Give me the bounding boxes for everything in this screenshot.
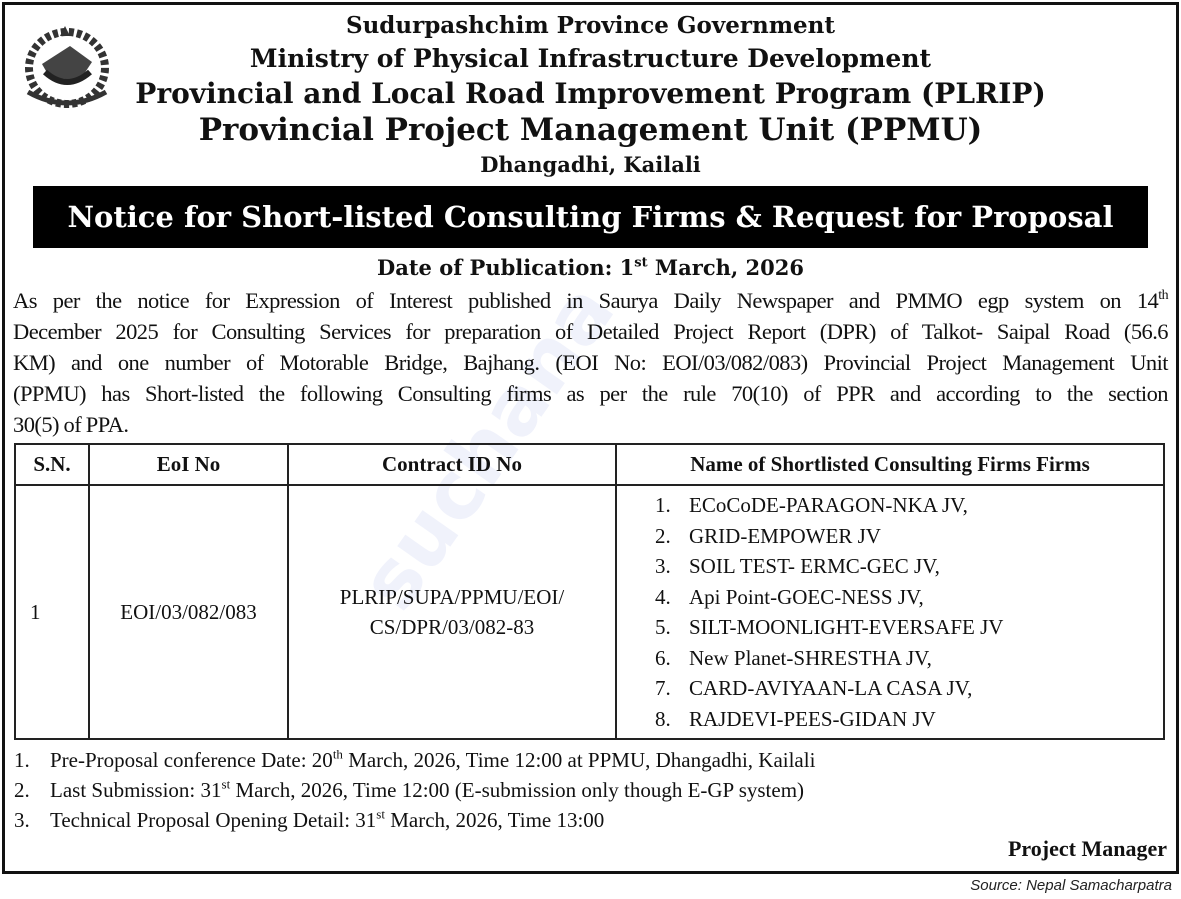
note-number: 1.: [14, 748, 30, 772]
note-text: March, 2026, Time 12:00 (E-submission on…: [230, 778, 805, 802]
firm-number: 8.: [655, 706, 671, 731]
note-number: 2.: [14, 778, 30, 802]
signature-title: Project Manager: [1007, 836, 1167, 861]
paragraph-line: (PPMU) has Short-listed the following Co…: [13, 381, 1169, 406]
notice-paragraph: As per the notice for Expression of Inte…: [13, 285, 1169, 440]
note-sup: th: [332, 746, 343, 762]
notes-list: 1. Pre-Proposal conference Date: 20th Mar…: [14, 745, 815, 835]
header-line-program: Provincial and Local Road Improvement Pr…: [135, 77, 1046, 110]
firm-name: SILT-MOONLIGHT-EVERSAFE JV: [689, 615, 1004, 639]
header-line-unit: Provincial Project Management Unit (PPMU…: [198, 112, 983, 148]
firm-list-item: 8. RAJDEVI-PEES-GIDAN JV: [655, 704, 1163, 735]
shortlist-table: S.N. EoI No Contract ID No Name of Short…: [14, 443, 1165, 740]
cell-firms: 1. ECoCoDE-PARAGON-NKA JV, 2. GRID-EMPOWER …: [615, 484, 1165, 740]
cell-eoi: EOI/03/082/083: [88, 484, 289, 740]
firm-name: ECoCoDE-PARAGON-NKA JV,: [689, 493, 968, 517]
header-line-location: Dhangadhi, Kailali: [480, 152, 701, 177]
firm-number: 3.: [655, 554, 671, 578]
firm-number: 4.: [655, 584, 671, 609]
column-header-firms: Name of Shortlisted Consulting Firms Fir…: [615, 443, 1165, 486]
notice-title: Notice for Short-listed Consulting Firms…: [33, 186, 1148, 248]
paragraph-line: December 2025 for Consulting Services fo…: [13, 319, 1169, 344]
firm-number: 7.: [655, 676, 671, 700]
note-text: March, 2026, Time 13:00: [384, 808, 605, 832]
firm-list-item: 6. New Planet-SHRESTHA JV,: [655, 643, 1163, 674]
note-item: 3. Technical Proposal Opening Detail: 31s…: [14, 805, 815, 835]
publication-date: Date of Publication: 1st March, 2026: [377, 255, 804, 280]
column-header-contract: Contract ID No: [287, 443, 617, 486]
firm-number: 6.: [655, 645, 671, 670]
note-item: 1. Pre-Proposal conference Date: 20th Mar…: [14, 745, 815, 775]
cell-sn: 1: [14, 484, 90, 740]
firm-name: SOIL TEST- ERMC-GEC JV,: [689, 554, 940, 578]
firm-list-item: 5. SILT-MOONLIGHT-EVERSAFE JV: [655, 612, 1163, 643]
header-line-province: Sudurpashchim Province Government: [345, 12, 836, 39]
firm-list-item: 2. GRID-EMPOWER JV: [655, 521, 1163, 552]
header-line-ministry: Ministry of Physical Infrastructure Deve…: [249, 44, 932, 73]
firm-name: New Planet-SHRESTHA JV,: [689, 645, 932, 670]
firm-number: 5.: [655, 615, 671, 639]
government-emblem-icon: [25, 26, 109, 108]
firm-name: GRID-EMPOWER JV: [689, 523, 881, 548]
firm-name: Api Point-GOEC-NESS JV,: [689, 584, 924, 609]
note-text: March, 2026, Time 12:00 at PPMU, Dhangad…: [342, 748, 816, 772]
paragraph-line: As per the notice for Expression of Inte…: [13, 287, 1169, 313]
firm-list-item: 7. CARD-AVIYAAN-LA CASA JV,: [655, 673, 1163, 704]
note-number: 3.: [14, 808, 30, 832]
firm-list-item: 3. SOIL TEST- ERMC-GEC JV,: [655, 551, 1163, 582]
notice-frame: [2, 2, 1179, 874]
table-header-row: S.N. EoI No Contract ID No Name of Short…: [14, 443, 1165, 486]
column-header-sn: S.N.: [14, 443, 90, 486]
firm-list-item: 4. Api Point-GOEC-NESS JV,: [655, 582, 1163, 613]
note-sup: st: [221, 776, 231, 792]
cell-contract: PLRIP/SUPA/PPMU/EOI/ CS/DPR/03/082-83: [287, 484, 617, 740]
firm-number: 2.: [655, 523, 671, 548]
note-text: Technical Proposal Opening Detail: 31: [50, 808, 377, 832]
firm-list-item: 1. ECoCoDE-PARAGON-NKA JV,: [655, 490, 1163, 521]
source-credit: Source: Nepal Samacharpatra: [970, 877, 1172, 894]
paragraph-line: KM) and one number of Motorable Bridge, …: [13, 350, 1169, 375]
firm-name: RAJDEVI-PEES-GIDAN JV: [689, 706, 936, 731]
note-item: 2. Last Submission: 31st March, 2026, Tim…: [14, 775, 815, 805]
contract-line: CS/DPR/03/082-83: [369, 615, 535, 639]
table-row: 1 EOI/03/082/083 PLRIP/SUPA/PPMU/EOI/ CS…: [14, 484, 1165, 740]
paragraph-line: 30(5) of PPA.: [13, 412, 129, 437]
firm-name: CARD-AVIYAAN-LA CASA JV,: [689, 676, 973, 700]
column-header-eoi: EoI No: [88, 443, 289, 486]
contract-line: PLRIP/SUPA/PPMU/EOI/: [339, 585, 565, 609]
firm-number: 1.: [655, 493, 671, 517]
note-text: Last Submission: 31: [50, 778, 222, 802]
note-text: Pre-Proposal conference Date: 20: [50, 748, 333, 772]
note-sup: st: [376, 806, 385, 822]
